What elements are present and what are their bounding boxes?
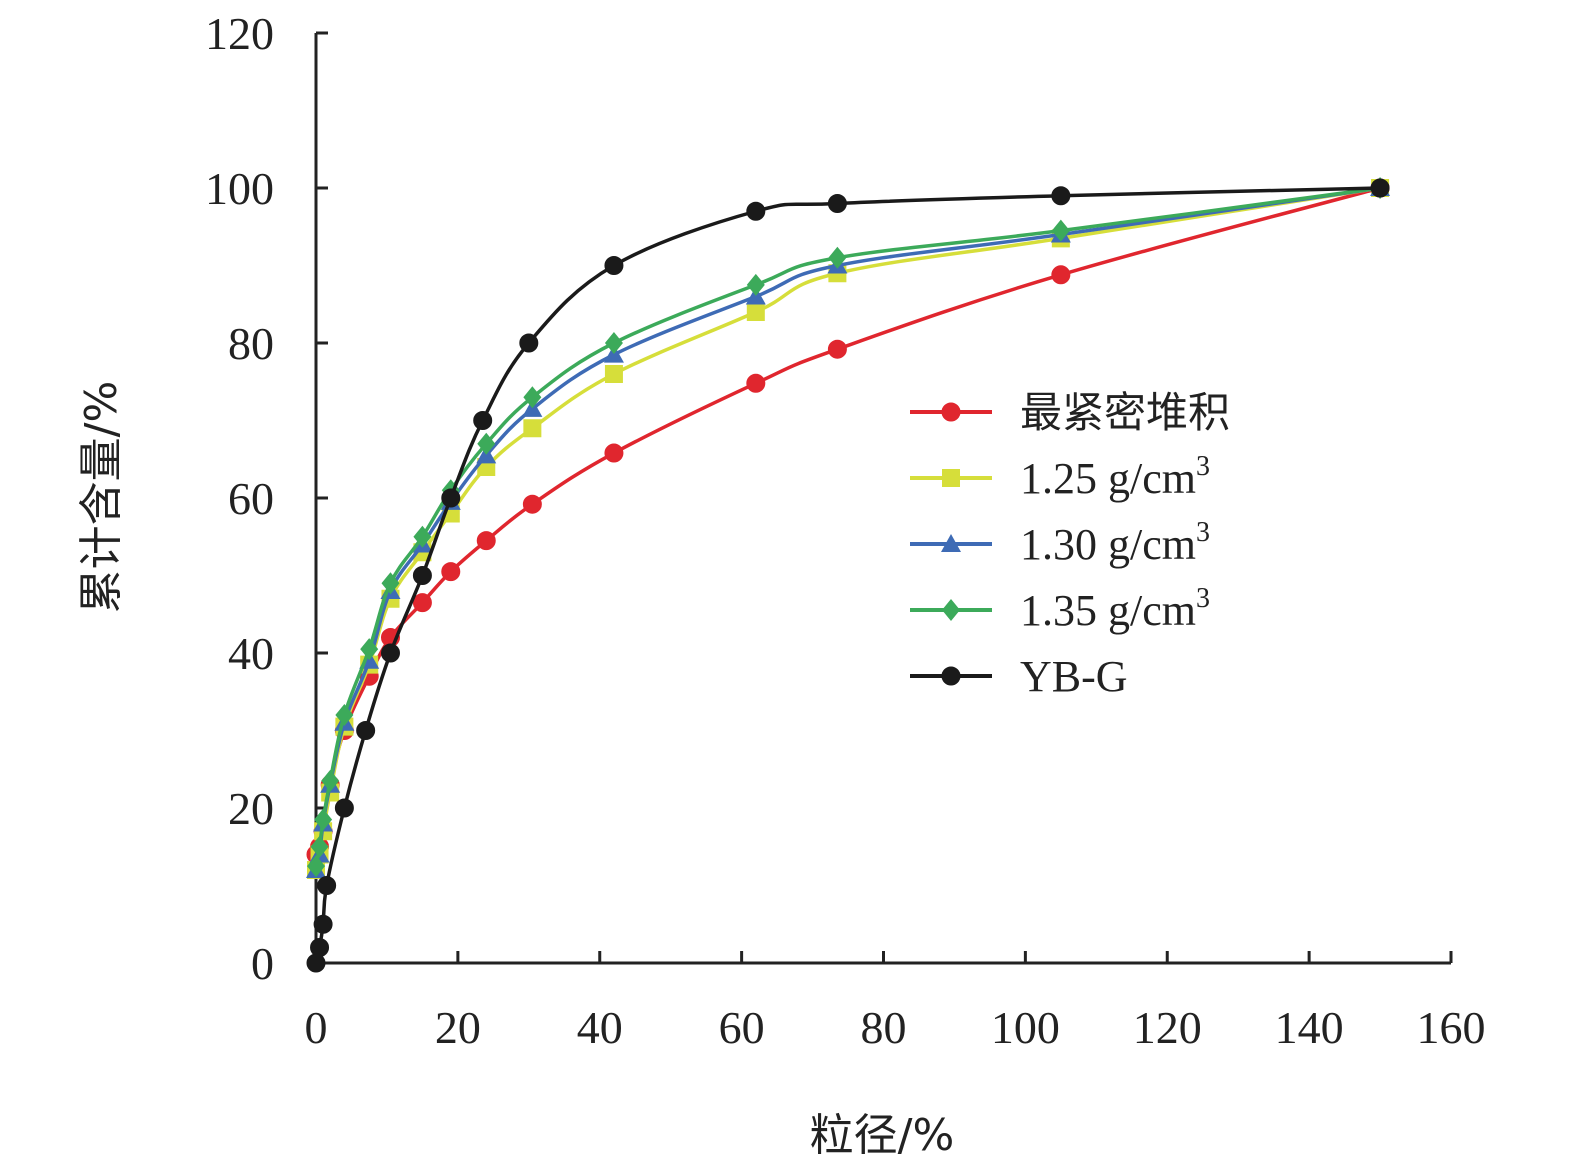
data-point xyxy=(306,953,326,973)
x-axis-title: 粒径/% xyxy=(810,1110,955,1161)
legend-label: 最紧密堆积 xyxy=(1020,388,1230,437)
data-point xyxy=(356,721,376,740)
data-point xyxy=(828,246,847,269)
data-point xyxy=(307,855,325,878)
series-line xyxy=(314,186,1381,964)
series-line xyxy=(314,186,1381,856)
legend-item-1: 最紧密堆积 xyxy=(910,388,1230,437)
x-tick-label: 60 xyxy=(719,1002,765,1053)
data-point xyxy=(523,419,542,438)
legend-item-4: 1.35 g/cm3 xyxy=(910,583,1210,635)
legend-superscript: 3 xyxy=(1196,583,1210,614)
data-point xyxy=(381,572,400,595)
series-5 xyxy=(306,178,1390,973)
data-point xyxy=(310,835,329,858)
data-point xyxy=(941,402,961,422)
data-point xyxy=(519,333,539,353)
legend-label: 1.35 g/cm3 xyxy=(1020,583,1210,635)
data-point xyxy=(604,332,623,354)
data-point xyxy=(827,339,847,359)
x-tick-label: 120 xyxy=(1133,1002,1202,1053)
data-point xyxy=(941,666,961,686)
x-tick-label: 0 xyxy=(305,1002,328,1053)
data-point xyxy=(334,798,354,818)
x-tick-label: 140 xyxy=(1275,1002,1344,1053)
x-tick-label: 160 xyxy=(1417,1002,1486,1053)
data-point xyxy=(523,386,542,409)
data-point xyxy=(360,638,379,661)
data-point xyxy=(604,443,624,463)
data-point xyxy=(317,876,337,895)
series-line xyxy=(314,186,1381,867)
data-point xyxy=(746,303,765,321)
data-point xyxy=(941,534,961,552)
data-point xyxy=(412,593,432,613)
legend-item-5: YB-G xyxy=(910,652,1128,701)
data-point xyxy=(380,643,400,663)
data-point xyxy=(321,769,340,792)
data-point xyxy=(604,256,624,275)
legend-item-2: 1.25 g/cm3 xyxy=(910,451,1210,503)
y-tick-label: 40 xyxy=(228,628,274,679)
axes: 0 20 40 60 80 100 120 0 20 40 60 80 100 120 140 160 xyxy=(205,8,1486,1053)
data-point xyxy=(313,914,333,934)
legend-label: 1.25 g/cm3 xyxy=(1020,451,1210,503)
data-point xyxy=(1370,178,1390,198)
x-tick-label: 100 xyxy=(991,1002,1060,1053)
data-point xyxy=(314,808,333,831)
data-point xyxy=(335,704,354,726)
data-point xyxy=(942,599,960,621)
x-tick-label: 20 xyxy=(435,1002,481,1053)
data-point xyxy=(746,273,765,296)
series-1 xyxy=(306,178,1390,864)
y-tick-label: 120 xyxy=(205,8,274,59)
x-tick-label: 80 xyxy=(861,1002,907,1053)
y-axis-title: 累计含量/% xyxy=(76,381,127,614)
y-tick-label: 60 xyxy=(228,473,274,524)
legend-superscript: 3 xyxy=(1196,451,1210,482)
legend: 最紧密堆积 1.25 g/cm3 1.30 g/cm3 1.35 g/cm3 YB-G xyxy=(910,388,1230,701)
series-4 xyxy=(307,177,1390,878)
data-point xyxy=(310,938,330,957)
data-point xyxy=(1051,219,1070,242)
x-tick-label: 40 xyxy=(577,1002,623,1053)
series-layer xyxy=(306,177,1391,973)
data-point xyxy=(412,566,432,585)
data-point xyxy=(477,432,496,455)
y-tick-label: 0 xyxy=(251,938,274,989)
data-point xyxy=(476,531,496,551)
legend-superscript: 3 xyxy=(1196,517,1210,548)
series-line xyxy=(314,186,1381,871)
data-point xyxy=(1051,265,1071,285)
legend-item-3: 1.30 g/cm3 xyxy=(910,517,1210,569)
series-line xyxy=(314,186,1381,871)
series-3 xyxy=(306,178,1391,878)
series-2 xyxy=(307,179,1390,879)
data-point xyxy=(441,562,461,582)
data-point xyxy=(604,365,623,383)
data-point xyxy=(746,201,766,221)
y-tick-label: 80 xyxy=(228,318,274,369)
data-point xyxy=(413,525,432,548)
y-tick-label: 100 xyxy=(205,163,274,214)
data-point xyxy=(441,488,461,508)
data-point xyxy=(1051,186,1071,206)
data-point xyxy=(827,194,847,213)
data-point xyxy=(522,494,542,514)
y-tick-label: 20 xyxy=(228,783,274,834)
legend-label: YB-G xyxy=(1020,652,1128,701)
data-point xyxy=(473,411,493,430)
legend-label: 1.30 g/cm3 xyxy=(1020,517,1210,569)
data-point xyxy=(746,373,766,393)
data-point xyxy=(942,469,960,487)
